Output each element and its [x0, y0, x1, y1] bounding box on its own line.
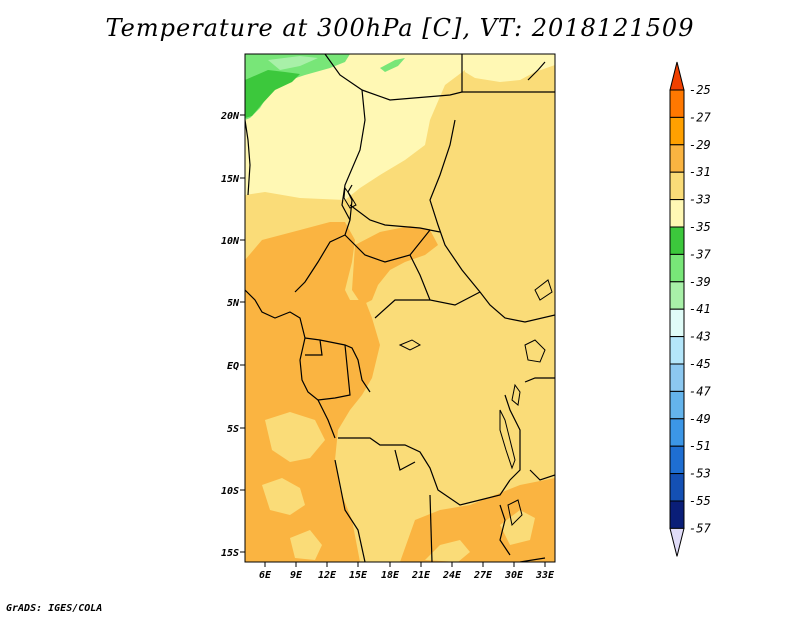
colorbar-label: -39: [689, 275, 711, 289]
colorbar-box: [669, 308, 685, 338]
lon-label-9e: 9E: [290, 570, 303, 581]
colorbar-box: [669, 473, 685, 502]
map-frame: [244, 53, 556, 563]
colorbar-label: -53: [689, 467, 711, 481]
colorbar-label: -41: [689, 302, 711, 316]
lon-label-33e: 33E: [535, 570, 555, 581]
colorbar-label: -47: [689, 384, 711, 398]
colorbar-box: [669, 253, 685, 283]
lon-axis: 6E 9E 12E 15E 18E 21E 24E 27E 30E 33E: [259, 562, 555, 581]
lat-label-5n: 5N: [227, 298, 240, 309]
colorbar-label: -51: [689, 439, 711, 453]
band-minus31-minus33-patch-1: [265, 412, 325, 462]
colorbar-label: -45: [689, 357, 711, 371]
lat-label-10s: 10S: [221, 486, 239, 497]
colorbar-label: -33: [689, 193, 711, 207]
band-minus29-minus31-central: [352, 226, 438, 305]
lat-axis: 20N 15N 10N 5N EQ 5S 10S 15S: [220, 111, 245, 559]
colorbar-box: [669, 199, 685, 228]
lat-label-5s: 5S: [227, 424, 239, 435]
colorbar-label: -57: [689, 521, 711, 535]
colorbar-box: [669, 226, 685, 255]
colorbar-label: -49: [689, 412, 711, 426]
lat-label-15s: 15S: [221, 548, 239, 559]
colorbar-label: -37: [689, 247, 711, 261]
band-minus41-minus43: [268, 56, 318, 70]
lon-label-18e: 18E: [381, 570, 400, 581]
colorbar-label: -29: [689, 138, 711, 152]
colorbar-box: [669, 390, 685, 420]
country-borders: [294, 54, 555, 562]
band-minus31-minus33-patch-2: [262, 478, 305, 515]
band-minus31-minus33-patch-4: [425, 540, 470, 562]
colorbar: -25 -27 -29 -31 -33 -35 -37 -39 -41 -43 -45 -47 -49 -…: [669, 61, 711, 557]
colorbar-label: -27: [689, 110, 711, 124]
map-title: Temperature at 300hPa [C], VT: 201812150…: [105, 14, 695, 42]
band-minus29-minus31-west: [245, 222, 380, 562]
lon-label-24e: 24E: [442, 570, 462, 581]
lon-label-12e: 12E: [318, 570, 337, 581]
colorbar-box: [669, 281, 685, 310]
colorbar-box: [669, 418, 685, 447]
colorbar-label: -31: [689, 165, 711, 179]
band-minus37-minus39: [245, 70, 300, 118]
colorbar-label: -55: [689, 494, 711, 508]
colorbar-box: [669, 363, 685, 392]
lon-label-30e: 30E: [504, 570, 524, 581]
colorbar-box: [669, 500, 685, 529]
band-minus33-minus35-northeast: [465, 54, 555, 82]
colorbar-label: -43: [689, 330, 711, 344]
lat-label-20n: 20N: [220, 111, 240, 122]
lat-label-10n: 10N: [221, 236, 240, 247]
coastline: [245, 61, 546, 439]
lon-label-21e: 21E: [411, 570, 431, 581]
colorbar-box: [669, 89, 685, 118]
colorbar-label: -25: [689, 83, 711, 97]
lakes: [343, 186, 553, 527]
lon-label-27e: 27E: [473, 570, 493, 581]
band-minus31-minus33-patch-3: [290, 530, 322, 560]
colorbar-box: [669, 144, 685, 173]
colorbar-over-arrow: [669, 61, 685, 91]
band-minus33-minus35-north: [245, 54, 465, 200]
colorbar-label: -35: [689, 220, 711, 234]
colorbar-under-arrow: [669, 527, 685, 557]
colorbar-box: [669, 171, 685, 201]
lat-label-eq: EQ: [227, 361, 239, 372]
lat-label-15n: 15N: [221, 174, 240, 185]
temperature-field: [245, 54, 555, 562]
band-minus39-minus41-small: [380, 58, 405, 72]
lon-label-6e: 6E: [259, 570, 272, 581]
lon-label-15e: 15E: [349, 570, 368, 581]
colorbar-box: [669, 116, 685, 146]
band-minus31-minus33-patch-5: [500, 510, 535, 545]
footer-credit: GrADS: IGES/COLA: [6, 603, 103, 614]
colorbar-box: [669, 336, 685, 365]
colorbar-box: [669, 445, 685, 475]
